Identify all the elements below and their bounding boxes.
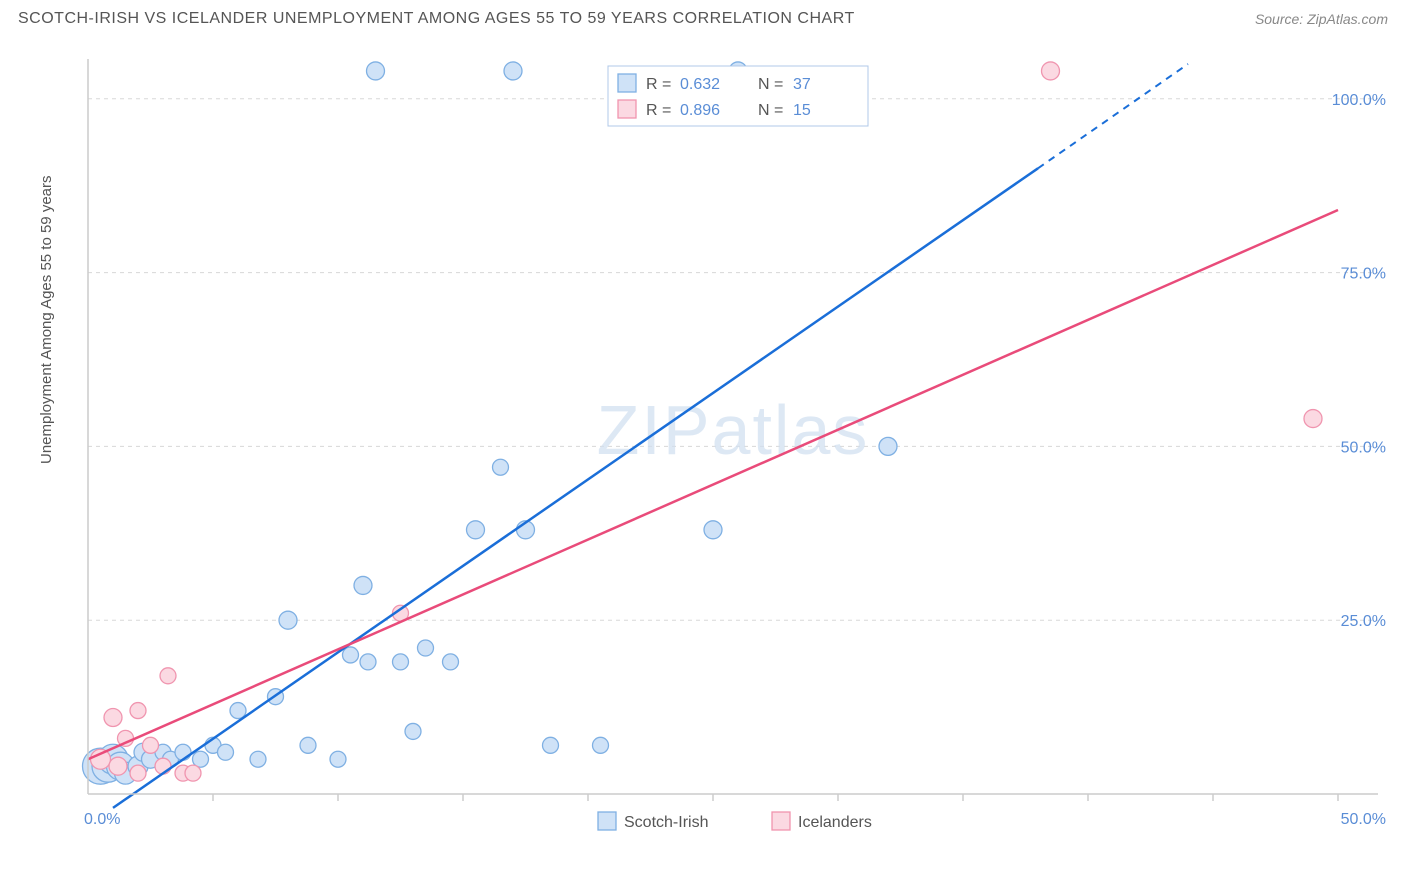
legend-r-value: 0.632 (680, 76, 720, 93)
data-point (250, 751, 266, 767)
legend-swatch (772, 812, 790, 830)
data-point (879, 437, 897, 455)
data-point (343, 647, 359, 663)
chart-title: SCOTCH-IRISH VS ICELANDER UNEMPLOYMENT A… (18, 10, 855, 28)
legend-swatch (618, 74, 636, 92)
svg-text:50.0%: 50.0% (1341, 439, 1386, 456)
data-point (493, 459, 509, 475)
source-label: Source: ZipAtlas.com (1255, 11, 1388, 27)
svg-text:75.0%: 75.0% (1341, 266, 1386, 283)
legend-series-label: Scotch-Irish (624, 814, 708, 831)
data-point (130, 765, 146, 781)
data-point (504, 62, 522, 80)
svg-text:0.0%: 0.0% (84, 811, 120, 828)
data-point (1304, 410, 1322, 428)
trend-line-extrap (1038, 64, 1188, 168)
legend-n-label: N = (758, 76, 783, 93)
data-point (405, 723, 421, 739)
svg-text:100.0%: 100.0% (1332, 92, 1386, 109)
data-point (143, 737, 159, 753)
data-point (1042, 62, 1060, 80)
data-point (593, 737, 609, 753)
data-point (360, 654, 376, 670)
data-point (543, 737, 559, 753)
legend-swatch (618, 100, 636, 118)
data-point (393, 654, 409, 670)
data-point (467, 521, 485, 539)
chart-header: SCOTCH-IRISH VS ICELANDER UNEMPLOYMENT A… (0, 0, 1406, 34)
data-point (418, 640, 434, 656)
data-point (109, 757, 127, 775)
legend-r-label: R = (646, 102, 671, 119)
data-point (130, 703, 146, 719)
legend-n-value: 37 (793, 76, 811, 93)
legend-swatch (598, 812, 616, 830)
data-point (155, 758, 171, 774)
data-point (91, 749, 111, 769)
data-point (279, 611, 297, 629)
data-point (330, 751, 346, 767)
trend-line (88, 210, 1338, 759)
data-point (185, 765, 201, 781)
trend-line (113, 168, 1038, 808)
data-point (160, 668, 176, 684)
data-point (175, 744, 191, 760)
legend-r-value: 0.896 (680, 102, 720, 119)
data-point (218, 744, 234, 760)
data-point (300, 737, 316, 753)
data-point (354, 576, 372, 594)
svg-text:50.0%: 50.0% (1341, 811, 1386, 828)
legend-r-label: R = (646, 76, 671, 93)
svg-text:25.0%: 25.0% (1341, 613, 1386, 630)
scatter-plot: ZIPatlas 25.0% 50.0% 75.0% 100.0% 0.0% 50.0%… (78, 54, 1388, 844)
watermark: ZIPatlas (597, 391, 870, 469)
data-point (443, 654, 459, 670)
data-point (704, 521, 722, 539)
legend-series-label: Icelanders (798, 814, 872, 831)
data-point (104, 709, 122, 727)
data-point (367, 62, 385, 80)
legend-n-value: 15 (793, 102, 811, 119)
y-axis-label: Unemployment Among Ages 55 to 59 years (38, 175, 55, 464)
chart-area: Unemployment Among Ages 55 to 59 years Z… (48, 54, 1388, 874)
legend-n-label: N = (758, 102, 783, 119)
